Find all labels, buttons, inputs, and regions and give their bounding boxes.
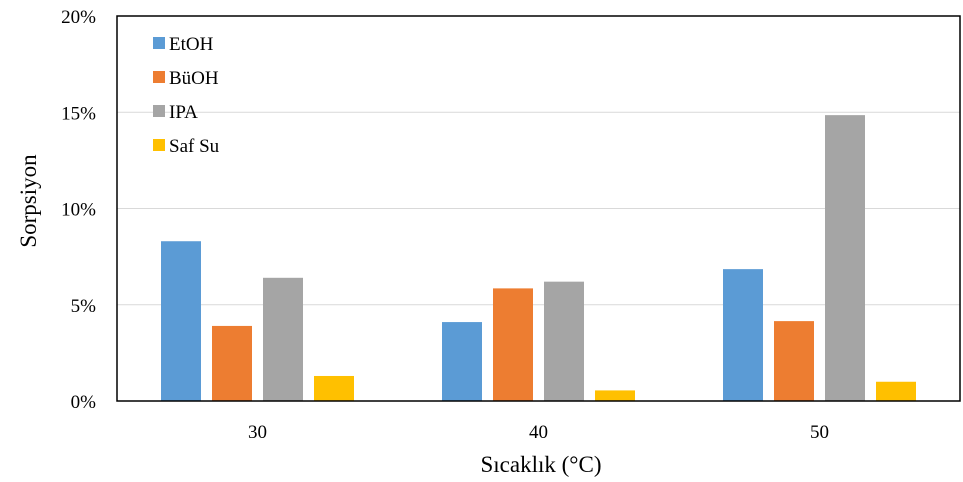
legend-item: Saf Su <box>153 136 220 157</box>
bar <box>493 288 533 401</box>
bar <box>825 115 865 401</box>
legend-item: EtOH <box>153 34 214 55</box>
legend-item: IPA <box>153 102 198 123</box>
bar <box>161 241 201 401</box>
bar <box>212 325 252 401</box>
y-tick-label: 20% <box>61 7 96 28</box>
bars <box>161 115 916 401</box>
gridlines <box>117 111 960 306</box>
y-axis-title: Sorpsiyon <box>16 154 41 248</box>
legend-label: EtOH <box>169 34 214 55</box>
y-tick-label: 15% <box>61 103 96 124</box>
bar <box>263 277 303 401</box>
x-axis-title: Sıcaklık (°C) <box>481 452 602 477</box>
bar <box>876 381 916 401</box>
x-tick-label: 30 <box>248 422 267 443</box>
legend: EtOH BüOH IPA Saf Su <box>153 34 220 157</box>
bar <box>442 322 482 401</box>
legend-label: Saf Su <box>169 136 220 157</box>
legend-swatch <box>153 105 165 117</box>
y-tick-label: 5% <box>71 296 97 317</box>
y-tick-label: 10% <box>61 200 96 221</box>
bar <box>595 390 635 401</box>
legend-label: IPA <box>169 102 198 123</box>
plot-frame <box>116 15 961 402</box>
legend-swatch <box>153 139 165 151</box>
legend-swatch <box>153 37 165 49</box>
y-tick-label: 0% <box>71 392 97 413</box>
x-tick-label: 50 <box>810 422 829 443</box>
bar <box>774 321 814 401</box>
bar <box>314 375 354 401</box>
legend-swatch <box>153 71 165 83</box>
x-tick-labels: 30 40 50 <box>248 422 829 443</box>
legend-item: BüOH <box>153 68 219 89</box>
x-tick-label: 40 <box>529 422 548 443</box>
axes <box>116 15 961 402</box>
bar <box>544 281 584 401</box>
y-tick-labels: 0% 5% 10% 15% 20% <box>61 7 96 413</box>
bar <box>723 269 763 401</box>
legend-label: BüOH <box>169 68 219 89</box>
